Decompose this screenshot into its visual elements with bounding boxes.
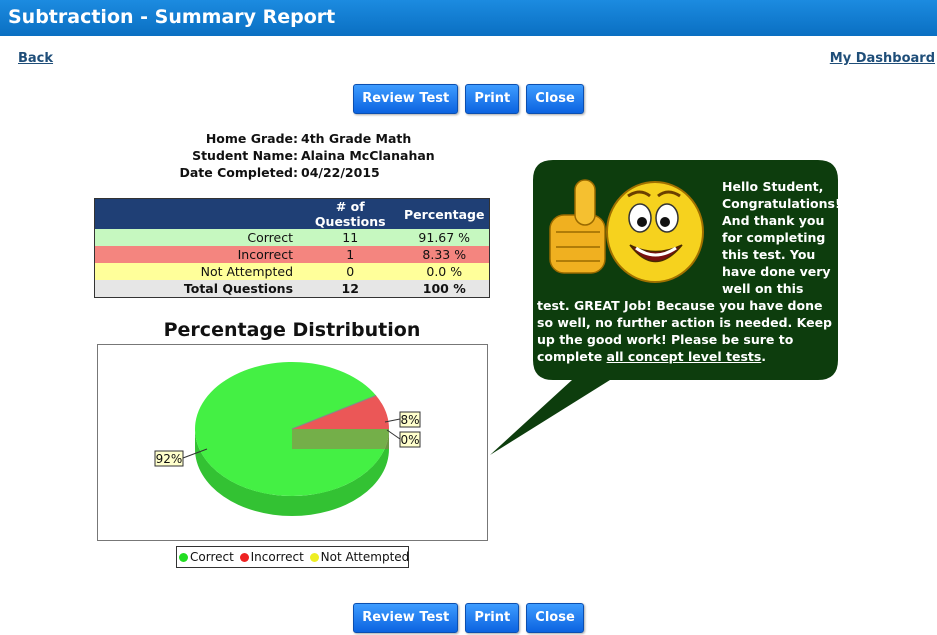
title-bar: Subtraction - Summary Report	[0, 0, 937, 36]
cell-percent: 91.67 %	[418, 230, 471, 245]
row-incorrect: Incorrect 1 8.33 %	[94, 246, 490, 263]
summary-table: # of Questions Percentage Correct 11 91.…	[94, 198, 490, 298]
cell-label: Incorrect	[237, 247, 294, 262]
summary-header-row: # of Questions Percentage	[94, 198, 490, 229]
print-button[interactable]: Print	[465, 84, 520, 114]
home-grade-label: Home Grade:	[205, 131, 298, 146]
chart-legend: Correct Incorrect Not Attempted	[176, 546, 409, 568]
legend-dot-incorrect	[239, 553, 249, 562]
cell-count: 11	[342, 230, 359, 245]
cell-label: Total Questions	[183, 281, 294, 296]
cell-percent: 0.0 %	[426, 264, 463, 279]
data-label-leader	[384, 418, 401, 423]
data-label-leader	[182, 448, 208, 459]
data-label-correct: 92%	[156, 452, 183, 466]
back-link[interactable]: Back	[18, 51, 54, 66]
my-dashboard-link[interactable]: My Dashboard	[829, 51, 935, 66]
student-name-value: Alaina McClanahan	[301, 148, 435, 163]
cell-label: Not Attempted	[200, 264, 294, 279]
message-text-bottom-main: test. GREAT Job! Because you have done s…	[537, 298, 833, 364]
all-concept-level-tests-link[interactable]: all concept level tests	[606, 349, 762, 364]
row-total: Total Questions 12 100 %	[94, 280, 490, 298]
row-correct: Correct 11 91.67 %	[94, 229, 490, 246]
review-test-button-bottom[interactable]: Review Test	[353, 603, 459, 633]
smiley-face-icon	[606, 181, 704, 283]
data-label-box	[399, 411, 421, 428]
legend-not-attempted: Not Attempted	[320, 550, 410, 564]
student-info: Home Grade: 4th Grade Math Student Name: A…	[0, 130, 435, 181]
pie-side-wall	[195, 429, 389, 516]
review-test-button[interactable]: Review Test	[353, 84, 459, 114]
row-not-attempted: Not Attempted 0 0.0 %	[94, 263, 490, 280]
data-label-leader	[386, 429, 401, 440]
date-completed-label: Date Completed:	[179, 165, 298, 180]
header-blank	[94, 198, 302, 229]
legend-dot-correct	[179, 553, 188, 562]
pie-slices	[195, 362, 389, 516]
header-percentage: Percentage	[399, 198, 490, 229]
message-text-end: .	[761, 349, 767, 364]
pie-inner-wall	[292, 429, 389, 449]
pie-slice-incorrect	[292, 395, 389, 429]
cell-count: 12	[341, 281, 359, 296]
chart-title: Percentage Distribution	[163, 319, 421, 341]
message-text-bottom: test. GREAT Job! Because you have done s…	[537, 297, 835, 365]
data-label-incorrect: 8%	[400, 413, 419, 427]
cell-percent: 8.33 %	[422, 247, 467, 262]
data-label-not-attempted: 0%	[400, 433, 419, 447]
pie-labels: 92% 8% 0%	[154, 411, 421, 467]
pie-slice-not-attempted	[291, 395, 377, 430]
header-questions: # of Questions	[301, 198, 400, 229]
legend-dot-not-attempted	[309, 553, 319, 562]
page-title: Subtraction - Summary Report	[8, 6, 336, 28]
home-grade-value: 4th Grade Math	[301, 131, 412, 146]
student-name-label: Student Name:	[192, 148, 298, 163]
print-button-bottom[interactable]: Print	[465, 603, 520, 633]
legend-incorrect: Incorrect	[250, 550, 304, 564]
data-label-box	[154, 450, 184, 467]
top-button-row: Review Test Print Close	[0, 84, 937, 114]
date-completed-value: 04/22/2015	[301, 165, 380, 180]
cell-percent: 100 %	[422, 281, 466, 296]
legend-correct: Correct	[190, 550, 234, 564]
cell-count: 0	[346, 264, 355, 279]
message-text-top: Hello Student, Congratulations! And than…	[722, 179, 841, 296]
cell-count: 1	[346, 247, 355, 262]
data-label-box	[399, 431, 421, 448]
close-button-bottom[interactable]: Close	[526, 603, 584, 633]
cell-label: Correct	[247, 230, 294, 245]
bottom-button-row: Review Test Print Close	[0, 603, 937, 633]
thumbs-up-icon	[549, 179, 606, 274]
close-button[interactable]: Close	[526, 84, 584, 114]
pie-chart: 92% 8% 0%	[97, 344, 488, 541]
